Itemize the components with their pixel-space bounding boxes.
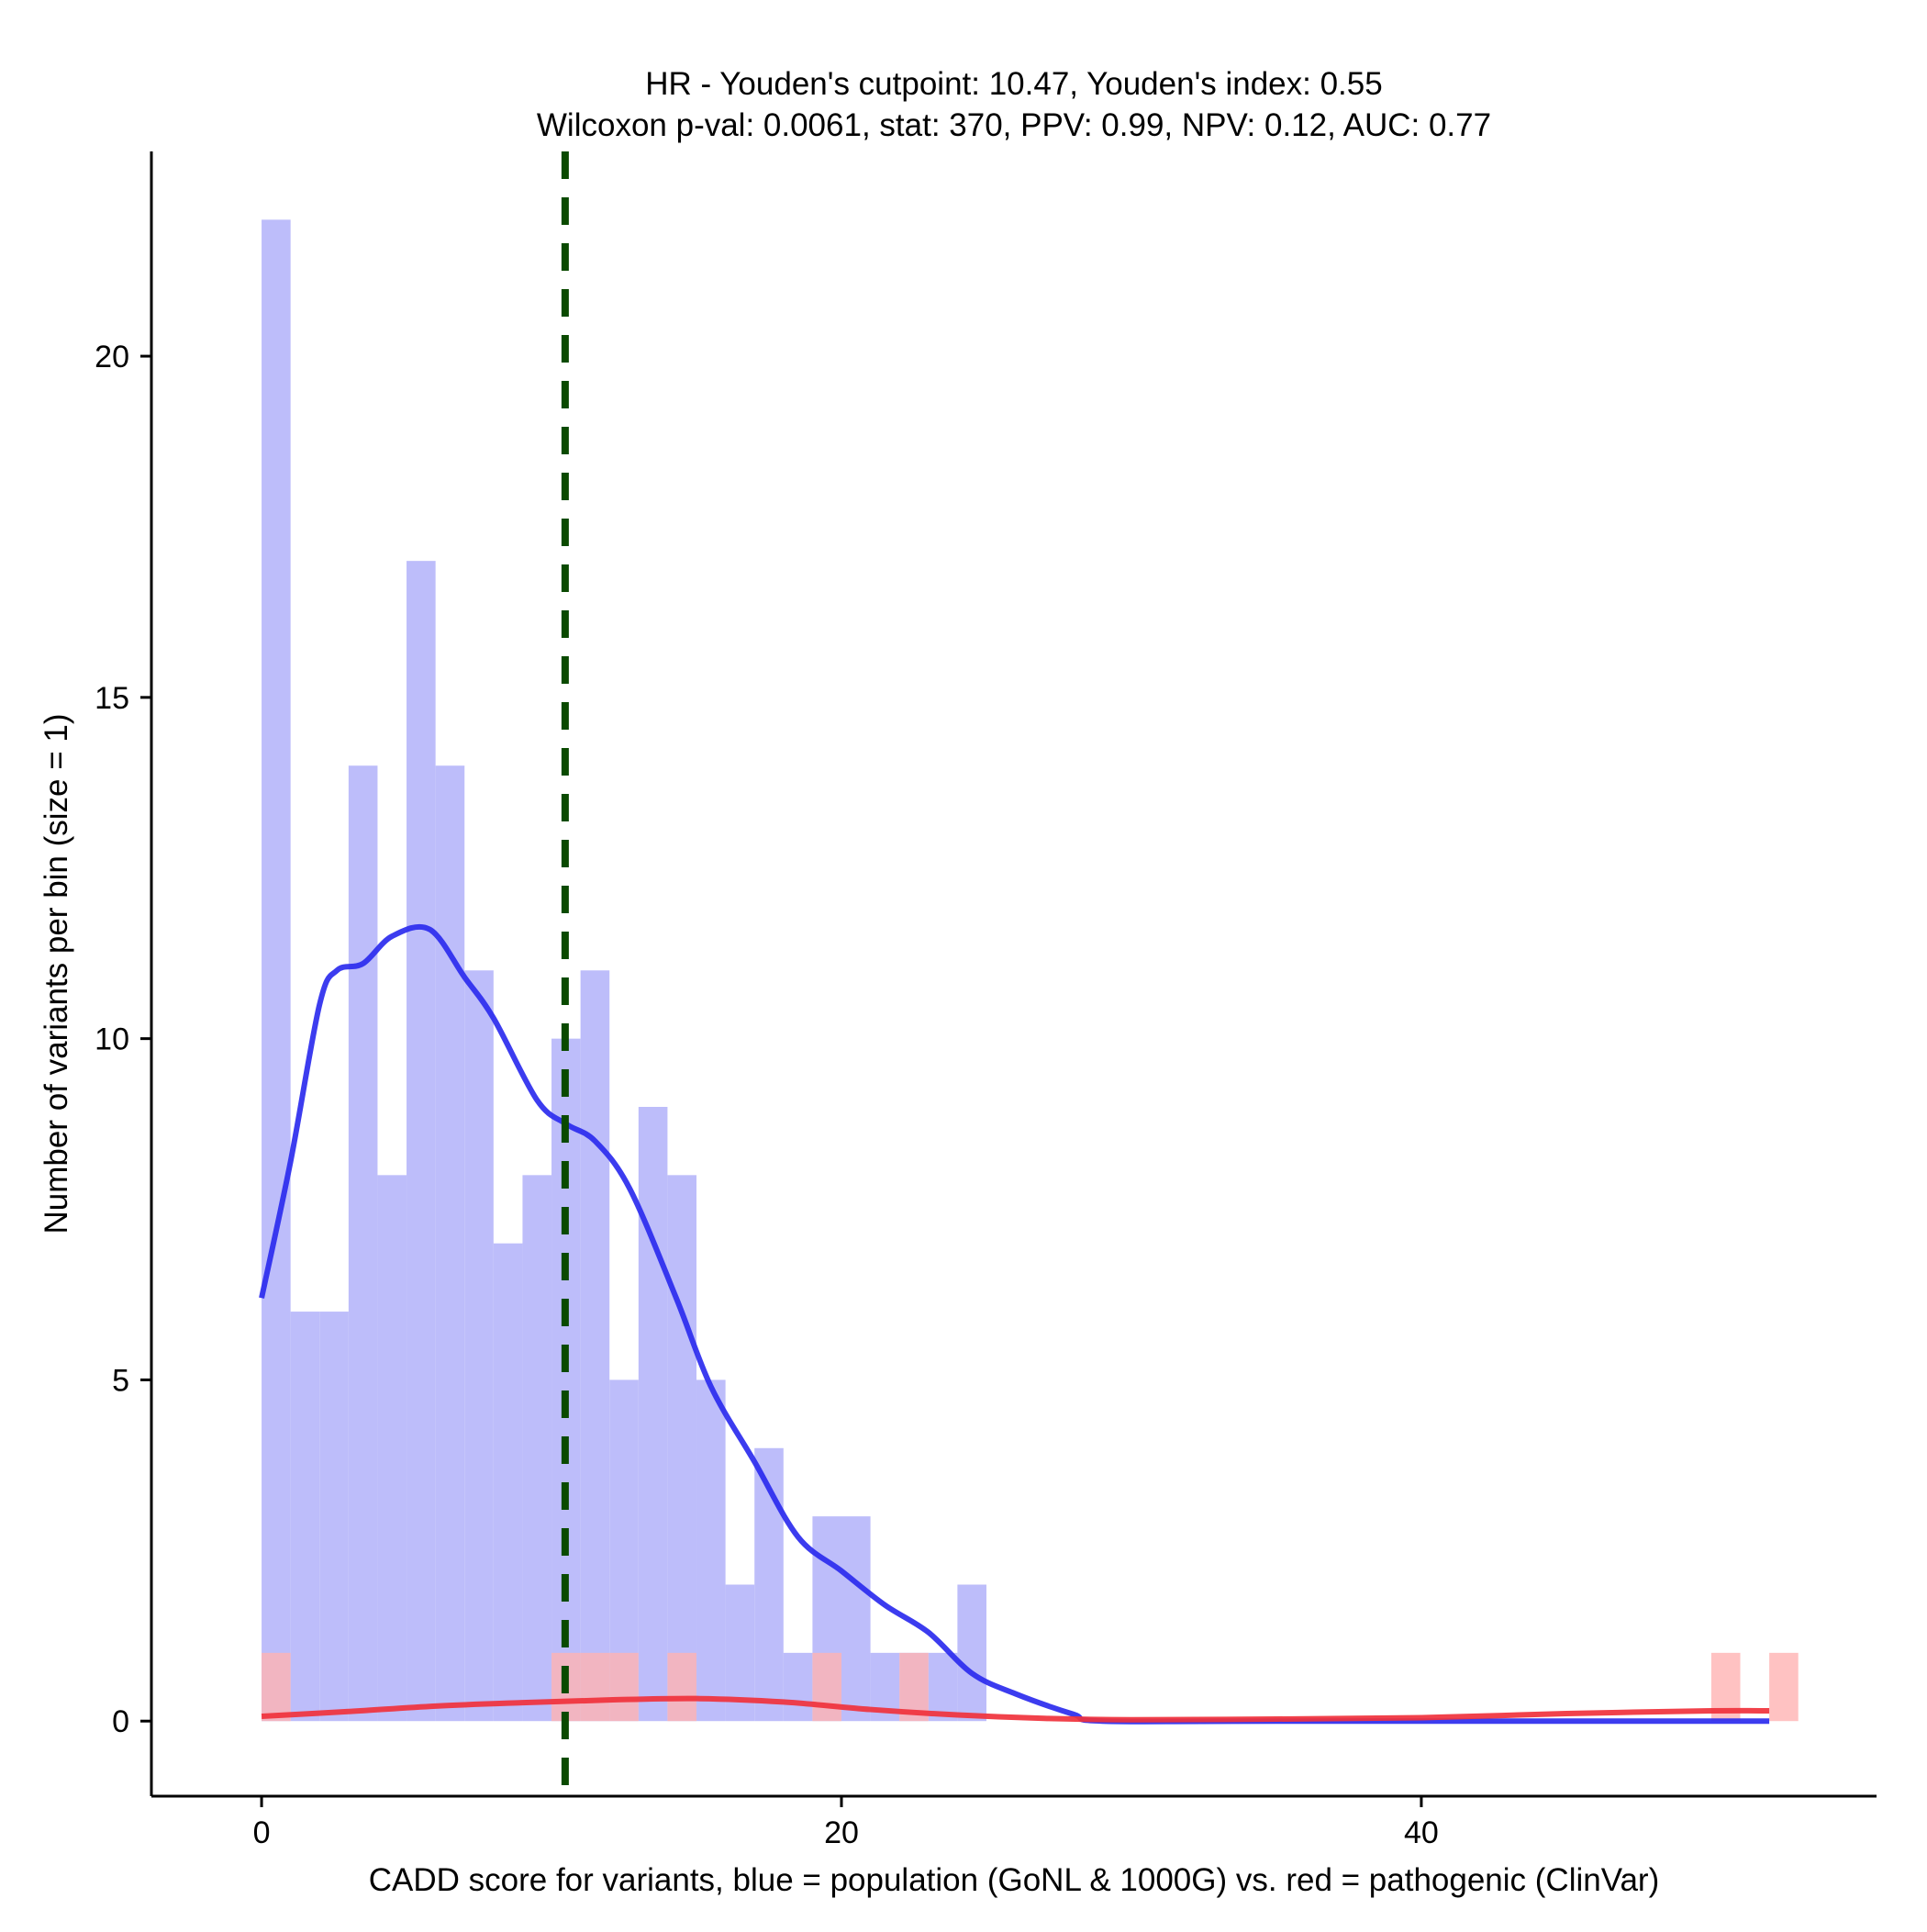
pathogenic-bar [262, 1652, 291, 1722]
population-bar [638, 1106, 668, 1722]
population-bar [290, 1312, 320, 1722]
ticks-layer: 0 20 40 0 5 10 15 20 [95, 340, 1439, 1850]
population-bar [580, 970, 610, 1722]
pathogenic-bar [1769, 1652, 1799, 1722]
population-bar [696, 1379, 726, 1722]
population-bar [262, 219, 291, 1722]
pathogenic-bar [609, 1652, 639, 1722]
pathogenic-bar [812, 1652, 841, 1722]
y-axis-label: Number of variants per bin (size = 1) [39, 713, 74, 1234]
population-bar [667, 1175, 697, 1722]
y-tick-label: 5 [112, 1363, 129, 1398]
axes-layer [150, 151, 1877, 1798]
population-bar [928, 1652, 958, 1722]
bars-layer [262, 219, 1799, 1722]
population-bar [841, 1516, 871, 1722]
population-bar [319, 1312, 349, 1722]
y-tick-label: 15 [95, 681, 129, 716]
population-bar [407, 561, 436, 1722]
population-bar [464, 970, 494, 1722]
population-bar [435, 765, 465, 1722]
x-axis-label: CADD score for variants, blue = populati… [369, 1862, 1660, 1898]
y-tick-label: 20 [95, 340, 129, 374]
pathogenic-bar [580, 1652, 610, 1722]
x-tick-label: 20 [824, 1815, 859, 1850]
chart-title-line-2: Wilcoxon p-val: 0.0061, stat: 370, PPV: … [537, 107, 1491, 143]
y-tick-label: 10 [95, 1022, 129, 1057]
population-bar [957, 1584, 986, 1722]
density-lines-layer [259, 923, 1770, 1725]
y-tick-label: 0 [112, 1704, 129, 1739]
population-bar [348, 765, 378, 1722]
x-tick-label: 0 [253, 1815, 271, 1850]
pathogenic-density-line [261, 1695, 1770, 1723]
x-tick-label: 40 [1404, 1815, 1439, 1850]
population-bar [783, 1652, 813, 1722]
pathogenic-bar [667, 1652, 697, 1722]
population-bar [522, 1175, 552, 1722]
chart-title-line-1: HR - Youden's cutpoint: 10.47, Youden's … [645, 66, 1382, 102]
population-bar [377, 1175, 407, 1722]
population-bar [493, 1243, 523, 1722]
population-bar [551, 1038, 581, 1722]
